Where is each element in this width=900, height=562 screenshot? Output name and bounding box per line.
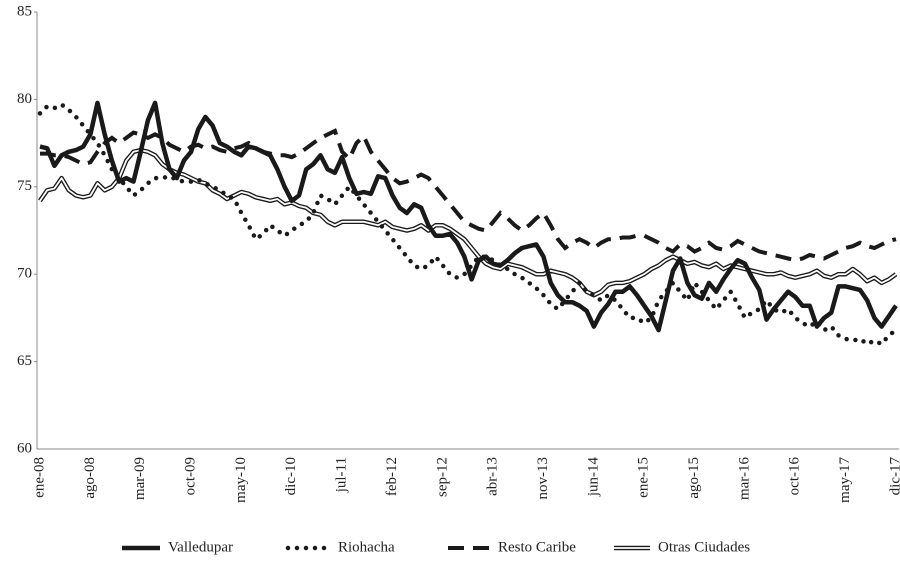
line [39, 100, 898, 333]
y-tick-label: 70 [17, 266, 32, 282]
y-tick-label: 80 [17, 91, 32, 107]
series [38, 147, 898, 298]
x-tick-label: jul-11 [334, 457, 350, 493]
line-inner [39, 149, 897, 297]
y-tick-label: 75 [17, 178, 32, 194]
y-tick-label: 85 [17, 3, 32, 19]
legend-label: Otras Ciudades [658, 539, 750, 555]
x-tick-label: dic-10 [283, 457, 299, 495]
legend-label: Valledupar [168, 539, 233, 555]
series [40, 128, 897, 263]
x-tick-label: ago-15 [686, 457, 702, 499]
x-tick-label: mar-16 [736, 457, 752, 501]
series [37, 101, 899, 347]
legend-item: Riohacha [285, 539, 395, 555]
x-tick-label: may-10 [233, 457, 249, 503]
y-tick-label: 60 [17, 440, 32, 456]
legend-label: Resto Caribe [498, 539, 576, 555]
legend-item: Valledupar [122, 539, 233, 555]
legend-label: Riohacha [338, 539, 395, 555]
series [39, 100, 898, 333]
legend-item: Otras Ciudades [614, 539, 750, 555]
y-tick-label: 65 [17, 353, 32, 369]
x-tick-label: nov-13 [535, 457, 551, 500]
x-tick-label: may-17 [837, 457, 853, 503]
line [40, 128, 897, 263]
x-tick-label: jun-14 [585, 457, 601, 498]
x-tick-label: sep-12 [434, 457, 450, 497]
x-tick-label: oct-09 [182, 457, 198, 495]
x-tick-label: dic-17 [887, 457, 900, 496]
x-tick-label: oct-16 [787, 457, 803, 496]
x-tick-label: ago-08 [82, 457, 98, 499]
legend-item: Resto Caribe [448, 539, 576, 555]
x-tick-label: ene-08 [31, 457, 47, 498]
x-tick-label: abr-13 [485, 457, 501, 496]
x-tick-label: ene-15 [636, 457, 652, 498]
line [37, 101, 899, 347]
x-tick-label: mar-09 [132, 457, 148, 500]
x-tick-label: feb-12 [384, 457, 400, 496]
